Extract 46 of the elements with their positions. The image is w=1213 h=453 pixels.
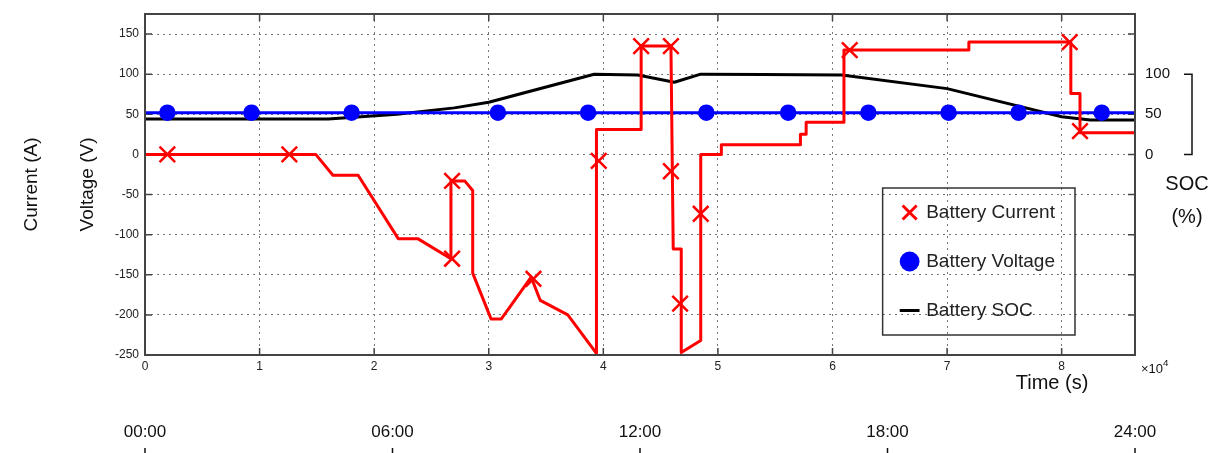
- point: [671, 294, 690, 313]
- y-tick-label: -100: [114, 226, 140, 241]
- legend-label: Battery Current: [926, 200, 1056, 222]
- x-tick-label: 1: [256, 358, 264, 373]
- y-tick-label: -50: [121, 186, 140, 201]
- point: [280, 145, 299, 164]
- point: [691, 204, 710, 223]
- point: [1070, 122, 1090, 141]
- x-tick-label: 2: [370, 358, 378, 373]
- point: [661, 37, 680, 56]
- legend-label: Battery SOC: [926, 298, 1033, 320]
- x-tick-label: 4: [599, 358, 607, 373]
- y2-tick-label: 100: [1145, 64, 1171, 82]
- x2-tick-label: 24:00: [1113, 421, 1157, 441]
- text: Voltage (V): [76, 137, 98, 232]
- text: Current (A): [20, 137, 42, 232]
- y-tick-label: -150: [114, 267, 140, 282]
- x2-tick-label: 00:00: [123, 421, 167, 441]
- point: [840, 41, 859, 60]
- legend-label: Battery Voltage: [926, 249, 1056, 271]
- point: [443, 249, 462, 268]
- point: [632, 37, 651, 56]
- y-tick-label: -200: [114, 307, 140, 322]
- y-tick-label: 100: [118, 66, 140, 81]
- x2-tick-label: 18:00: [866, 421, 909, 441]
- point: [661, 162, 680, 181]
- y-tick-label: 50: [125, 106, 140, 121]
- y2-tick-label: 50: [1145, 104, 1162, 122]
- x-tick-label: 7: [943, 358, 951, 373]
- point: [1060, 33, 1079, 52]
- point: [524, 269, 543, 288]
- x-tick-label: 6: [829, 358, 837, 373]
- point: [158, 145, 177, 164]
- y2-tick-label: 0: [1145, 144, 1154, 162]
- x-tick-label: 3: [485, 358, 493, 373]
- x-tick-label: 8: [1058, 358, 1066, 373]
- x2-tick-label: 12:00: [618, 421, 662, 441]
- y-tick-label: 0: [132, 146, 140, 161]
- point: [443, 171, 462, 190]
- x-tick-label: 5: [714, 358, 722, 373]
- x-axis-title: Time (s): [1015, 370, 1089, 393]
- x2-tick-label: 06:00: [371, 421, 414, 441]
- point: [589, 151, 608, 170]
- y-tick-label: 150: [118, 26, 140, 41]
- y-tick-label: -250: [114, 347, 140, 362]
- y2-axis-title: SOC (%): [1165, 171, 1209, 227]
